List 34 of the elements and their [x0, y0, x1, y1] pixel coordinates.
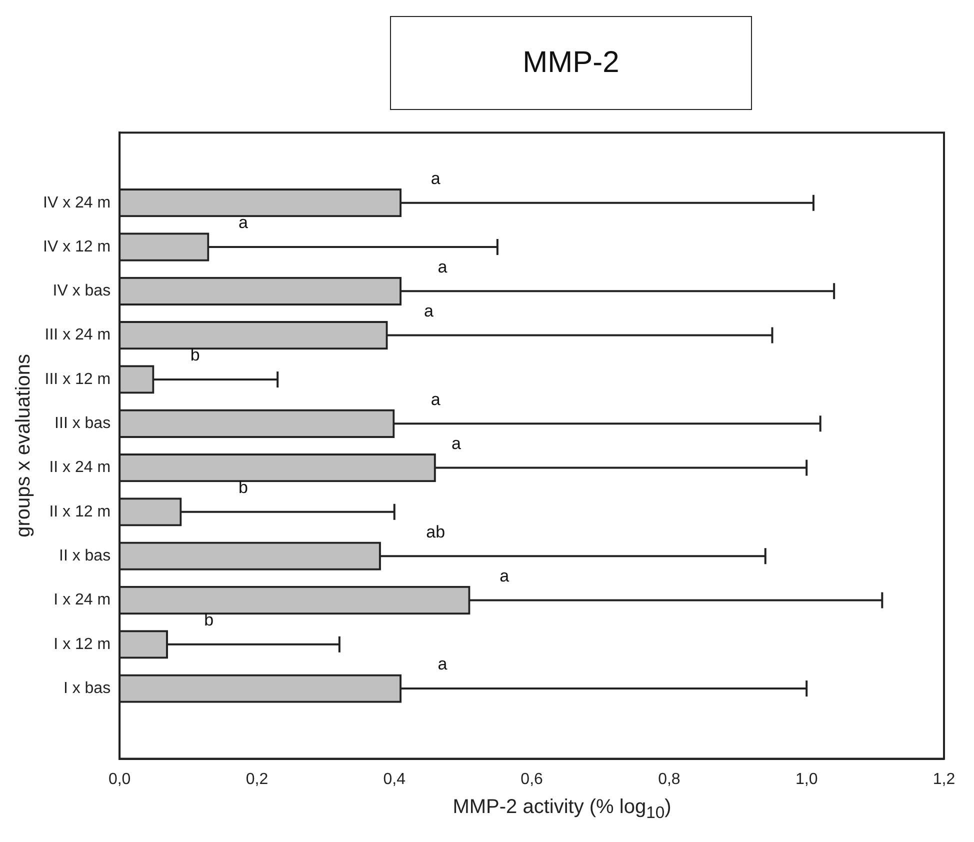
- y-tick-label: II x 24 m: [49, 459, 111, 476]
- annotation: b: [204, 610, 214, 630]
- x-tick-label: 0,0: [108, 770, 131, 788]
- x-tick-label: 1,2: [932, 770, 956, 788]
- annotation: b: [238, 478, 248, 498]
- x-axis-title: MMP-2 activity (% log$_{10}$): [452, 796, 672, 823]
- y-tick-label: III x bas: [54, 415, 111, 432]
- x-tick-label: 1,0: [795, 770, 818, 788]
- y-tick-label: II x bas: [59, 547, 111, 564]
- annotation: a: [430, 390, 441, 409]
- annotation: ab: [426, 522, 446, 542]
- annotation: a: [451, 434, 462, 453]
- x-tick-label: 0,6: [520, 770, 544, 788]
- y-tick-label: IV x 24 m: [43, 194, 111, 212]
- x-tick-label: 0,4: [383, 770, 406, 788]
- annotation: a: [238, 213, 249, 232]
- annotation: a: [500, 566, 510, 586]
- annotation: b: [190, 346, 200, 365]
- y-tick-label: III x 12 m: [44, 370, 111, 388]
- y-tick-label: III x 24 m: [44, 326, 111, 344]
- annotation: a: [438, 257, 448, 276]
- annotation: a: [430, 169, 441, 188]
- y-tick-label: IV x bas: [52, 282, 111, 300]
- y-tick-label: I x 24 m: [54, 592, 111, 609]
- y-tick-label: I x 12 m: [54, 636, 111, 653]
- y-axis-title: groups x evaluations: [12, 354, 35, 538]
- chart-title: MMP-2: [390, 16, 752, 110]
- x-tick-label: 0,2: [246, 770, 268, 788]
- annotation: a: [424, 302, 434, 320]
- x-tick-label: 0,8: [658, 770, 680, 788]
- y-tick-label: II x 12 m: [49, 503, 111, 520]
- annotation: a: [438, 654, 448, 674]
- y-tick-label: I x bas: [63, 680, 111, 697]
- y-tick-label: IV x 12 m: [43, 238, 111, 256]
